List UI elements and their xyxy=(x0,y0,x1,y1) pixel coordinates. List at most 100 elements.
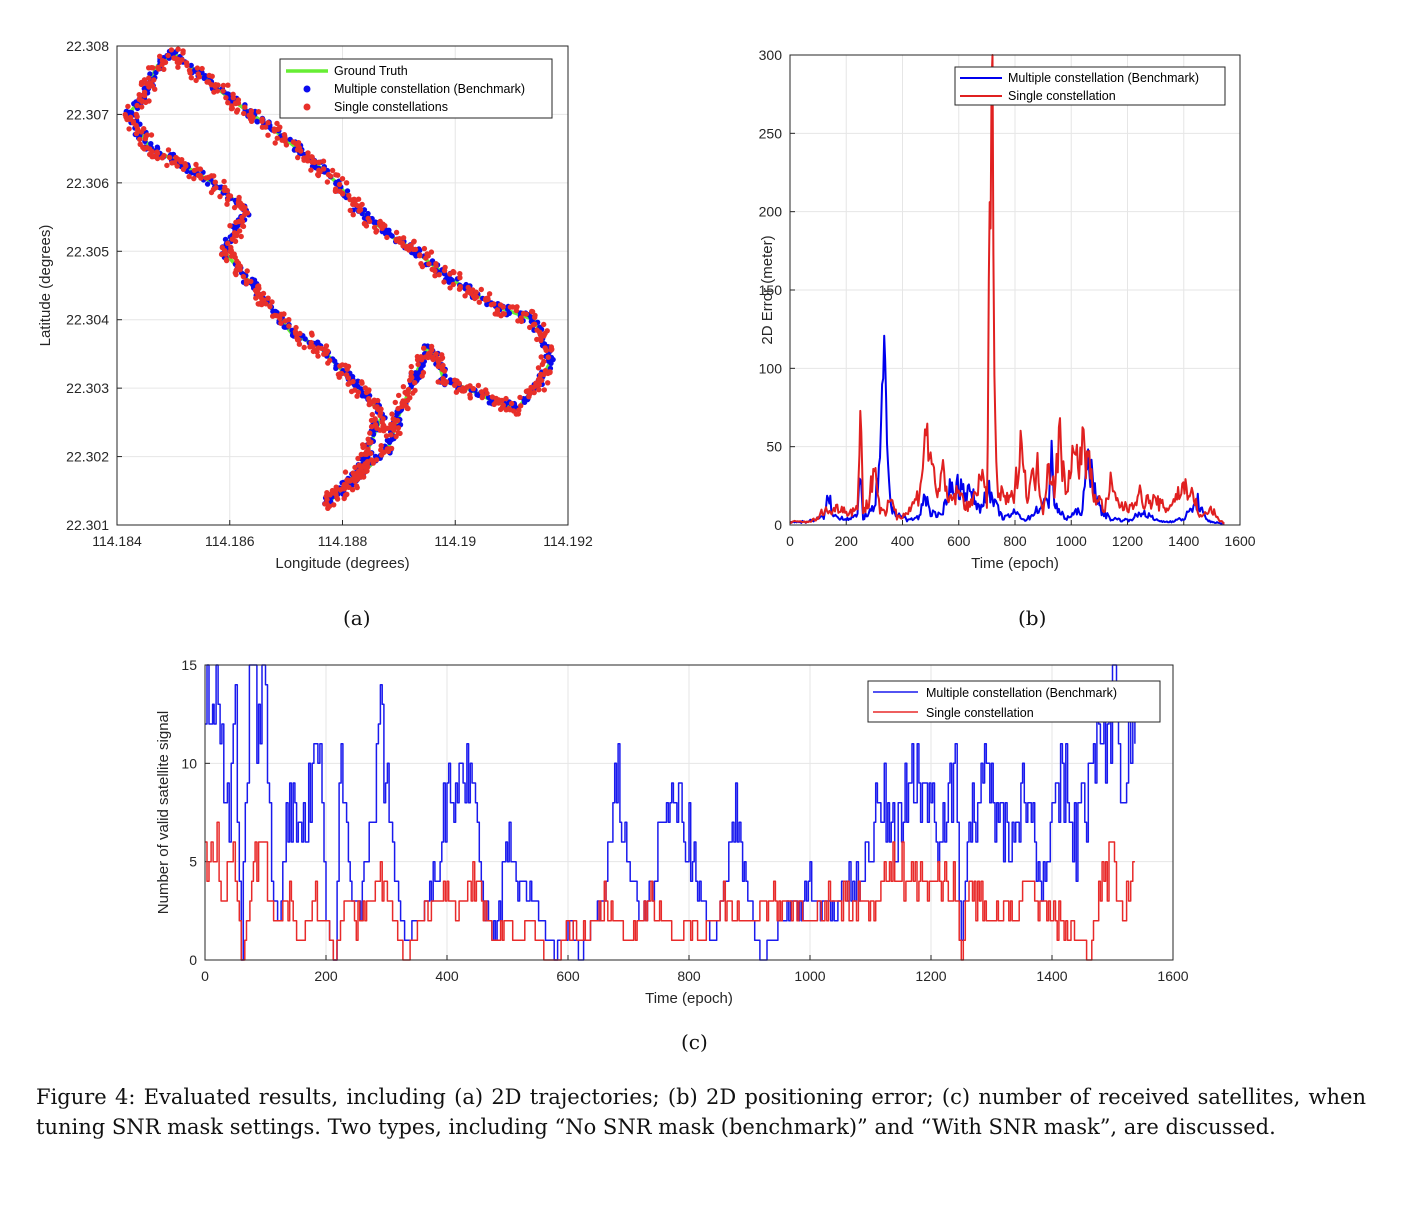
a-series-single-point xyxy=(535,365,542,371)
chart-c: 0 200 400 600 800 1000 1200 1400 1600 0 5 10 15 Time … xyxy=(155,657,1189,1007)
c-ytick-label: 10 xyxy=(181,755,197,771)
a-series-single-point xyxy=(541,387,547,393)
a-series-single-point xyxy=(389,411,395,417)
a-series-single-point xyxy=(224,201,230,207)
b-ytick-label: 50 xyxy=(766,439,782,455)
a-series-single-point xyxy=(473,294,480,300)
a-series-single-point xyxy=(278,320,284,326)
a-series-single-point xyxy=(234,258,240,264)
a-series-single-point xyxy=(390,416,396,422)
a-series-single-point xyxy=(218,251,225,258)
a-series-single-point xyxy=(256,301,262,307)
a-series-single-point xyxy=(354,475,360,481)
a-series-single-point xyxy=(122,111,128,118)
a-legend-swatch-single xyxy=(303,103,311,111)
c-legend xyxy=(867,680,1161,723)
a-series-single-point xyxy=(467,395,473,401)
a-series-single-point xyxy=(523,311,529,317)
a-series-single-point xyxy=(308,167,314,173)
a-series-single-point xyxy=(223,95,229,101)
a-series-single-point xyxy=(327,357,333,364)
a-series-single-point xyxy=(363,451,370,457)
a-series-single-point xyxy=(195,71,201,77)
a-legend-label-ground-truth: Ground Truth xyxy=(334,64,408,78)
a-series-single-point xyxy=(454,378,460,384)
a-series-single-point xyxy=(395,405,401,412)
a-ytick-label: 22.304 xyxy=(66,312,109,328)
a-series-single-point xyxy=(347,478,353,484)
a-series-single-point xyxy=(473,289,479,295)
a-series-single-point xyxy=(531,389,537,396)
a-series-single-point xyxy=(138,129,145,135)
a-series-single-point xyxy=(506,405,512,412)
a-ytick-label: 22.305 xyxy=(66,243,109,259)
a-series-single-point xyxy=(229,105,235,112)
a-series-single-point xyxy=(545,380,551,386)
a-series-single-point xyxy=(294,147,301,153)
a-series-single-point xyxy=(236,228,243,234)
a-series-single-point xyxy=(295,140,302,146)
a-series-single-point xyxy=(538,371,544,378)
a-series-single-point xyxy=(365,215,371,222)
a-series-single-point xyxy=(325,171,332,178)
a-series-single-point xyxy=(435,358,441,364)
a-series-single-point xyxy=(214,88,221,94)
a-series-single-point xyxy=(453,389,460,395)
a-series-single-point xyxy=(457,271,463,277)
a-series-single-point xyxy=(316,159,322,165)
a-series-multiple-point xyxy=(474,392,480,398)
a-series-single-point xyxy=(263,301,269,307)
a-series-single-point xyxy=(541,321,547,328)
a-series-single-point xyxy=(527,324,533,331)
a-series-single-point xyxy=(234,107,241,113)
a-series-single-point xyxy=(350,212,356,218)
a-series-single-point xyxy=(362,469,369,475)
a-series-single-point xyxy=(310,344,316,350)
c-xtick-label: 600 xyxy=(556,968,580,984)
a-series-single-point xyxy=(244,268,250,274)
a-series-single-point xyxy=(428,249,435,255)
c-xtick-label: 1600 xyxy=(1157,968,1188,984)
a-series-single-point xyxy=(341,484,347,490)
a-series-single-point xyxy=(357,472,364,478)
a-series-single-point xyxy=(372,416,378,422)
a-series-single-point xyxy=(282,135,288,141)
c-series-single-legend-label: Single constellation xyxy=(926,706,1034,720)
a-series-single-point xyxy=(378,452,385,458)
a-series-single-point xyxy=(236,266,242,272)
a-series-single-point xyxy=(173,154,179,161)
a-series-single-point xyxy=(237,200,244,206)
a-series-single-point xyxy=(503,395,509,402)
b-x-axis-label: Time (epoch) xyxy=(971,555,1059,572)
a-series-single-point xyxy=(159,58,166,64)
a-series-single-point xyxy=(366,387,372,393)
a-series-single-point xyxy=(403,403,409,409)
c-ytick-label: 5 xyxy=(189,854,197,870)
a-series-single-point xyxy=(441,279,447,285)
a-series-single-point xyxy=(530,322,537,328)
a-series-single-point xyxy=(228,244,234,251)
a-series-single-point xyxy=(211,173,217,179)
a-series-single-point xyxy=(270,313,276,319)
a-series-single-point xyxy=(168,47,175,53)
a-series-single-point xyxy=(157,53,163,59)
a-series-single-point xyxy=(301,155,307,161)
a-series-single-point xyxy=(229,236,235,242)
a-series-single-point xyxy=(197,173,203,179)
a-series-single-point xyxy=(335,172,341,178)
a-series-single-point xyxy=(322,347,329,353)
a-xtick-label: 114.186 xyxy=(205,533,255,549)
a-series-single-point xyxy=(404,390,411,397)
b-xtick-label: 0 xyxy=(786,533,794,549)
a-series-single-point xyxy=(418,354,424,360)
a-ytick-label: 22.308 xyxy=(66,38,109,54)
a-series-single-point xyxy=(355,455,361,462)
a-series-single-point xyxy=(242,104,248,110)
a-series-single-point xyxy=(187,70,193,76)
a-series-single-point xyxy=(415,361,421,368)
a-series-single-point xyxy=(534,327,540,333)
a-series-single-point xyxy=(356,208,362,214)
a-series-single-point xyxy=(186,173,192,180)
a-series-single-point xyxy=(418,261,424,267)
